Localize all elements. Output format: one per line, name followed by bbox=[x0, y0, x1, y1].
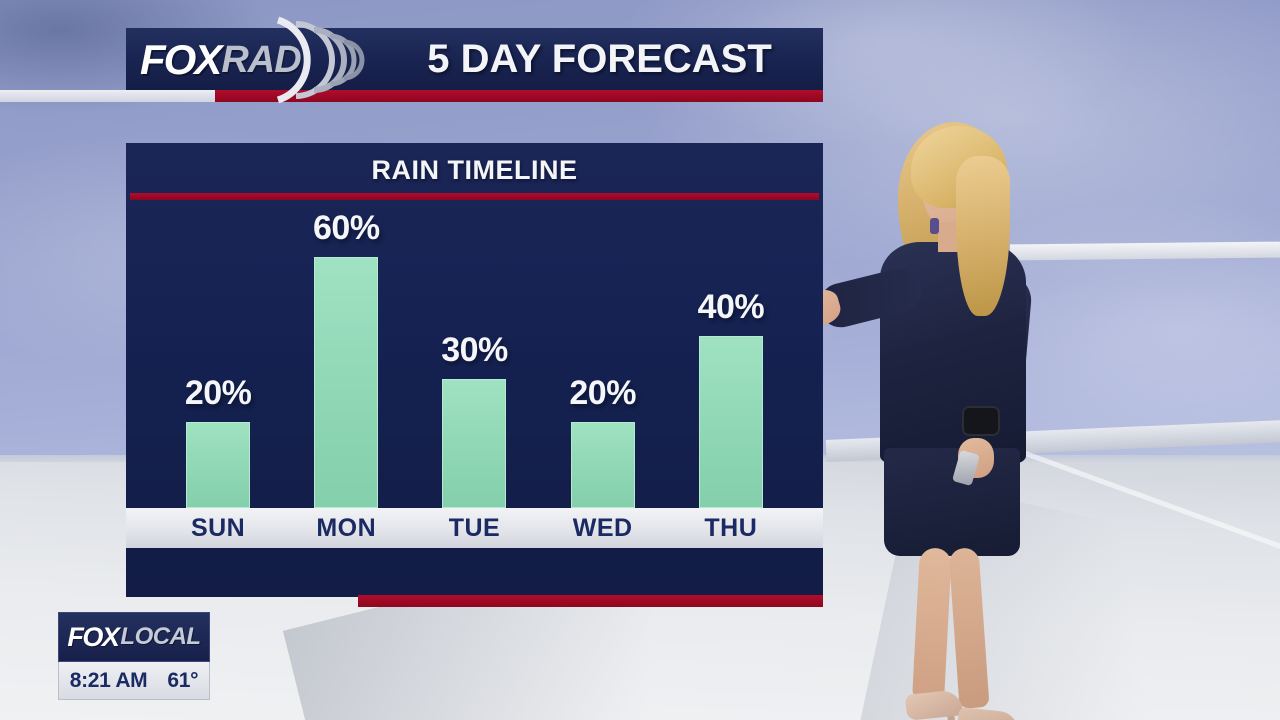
fox-local-logo-fox: FOX bbox=[67, 621, 120, 652]
day-axis-labels: SUN MON TUE WED THU bbox=[154, 514, 795, 543]
smartwatch bbox=[962, 406, 1000, 436]
page-title: 5 DAY FORECAST bbox=[427, 36, 772, 81]
bar-group-wed[interactable]: 20% bbox=[544, 209, 662, 508]
fox-local-logo-local: LOCAL bbox=[120, 623, 201, 650]
axis-label-sun: SUN bbox=[190, 513, 246, 542]
axis-label-mon: MON bbox=[316, 513, 377, 542]
station-bug: FOX LOCAL 8:21 AM 61° bbox=[58, 612, 210, 700]
time-temp-strip: 8:21 AM 61° bbox=[58, 662, 210, 700]
bar-rect bbox=[570, 422, 635, 508]
bar-group-mon[interactable]: 60% bbox=[287, 209, 405, 508]
bar-chart-plot: 20% 60% 30% 20% 40% bbox=[126, 209, 823, 508]
foxrad-logo: FOX RAD bbox=[140, 36, 302, 84]
current-time: 8:21 AM bbox=[69, 668, 148, 692]
current-temperature: 61° bbox=[167, 668, 199, 692]
foxrad-logo-fox: FOX bbox=[140, 36, 222, 83]
fox-local-logo: FOX LOCAL bbox=[58, 612, 210, 662]
panel-footer-red-bar bbox=[358, 595, 823, 607]
shoe-right bbox=[956, 706, 1020, 720]
bar-value-label: 20% bbox=[184, 374, 252, 412]
bar-group-tue[interactable]: 30% bbox=[415, 209, 533, 508]
skirt bbox=[884, 448, 1020, 556]
bar-rect bbox=[314, 257, 379, 508]
meteorologist-figure bbox=[780, 96, 1100, 720]
bar-rect bbox=[186, 422, 251, 508]
bar-value-label: 40% bbox=[697, 288, 765, 326]
axis-label-wed: WED bbox=[572, 513, 633, 542]
header-banner bbox=[126, 28, 823, 90]
bar-group-thu[interactable]: 40% bbox=[672, 209, 790, 508]
bar-rect bbox=[442, 379, 507, 508]
bar-group-sun[interactable]: 20% bbox=[159, 209, 277, 508]
header-white-stub bbox=[0, 90, 215, 102]
leg-left bbox=[912, 547, 952, 701]
axis-label-tue: TUE bbox=[448, 513, 501, 542]
leg-right bbox=[948, 547, 990, 709]
shoe-left bbox=[904, 689, 964, 720]
foxrad-logo-rad: RAD bbox=[221, 38, 301, 81]
panel-title: RAIN TIMELINE bbox=[371, 155, 578, 185]
bar-series: 20% 60% 30% 20% 40% bbox=[154, 209, 795, 508]
hair-side bbox=[956, 156, 1010, 316]
bar-value-label: 30% bbox=[441, 331, 508, 369]
header-red-underline bbox=[215, 90, 823, 102]
earring bbox=[930, 218, 939, 234]
bar-value-label: 20% bbox=[569, 374, 636, 412]
axis-label-thu: THU bbox=[704, 513, 758, 542]
bar-rect bbox=[698, 336, 763, 508]
rain-timeline-panel: RAIN TIMELINE 20% 60% 30% 20% bbox=[126, 143, 823, 607]
bar-value-label: 60% bbox=[313, 209, 380, 247]
panel-red-rule bbox=[130, 193, 819, 200]
day-axis-strip: SUN MON TUE WED THU bbox=[126, 508, 823, 548]
